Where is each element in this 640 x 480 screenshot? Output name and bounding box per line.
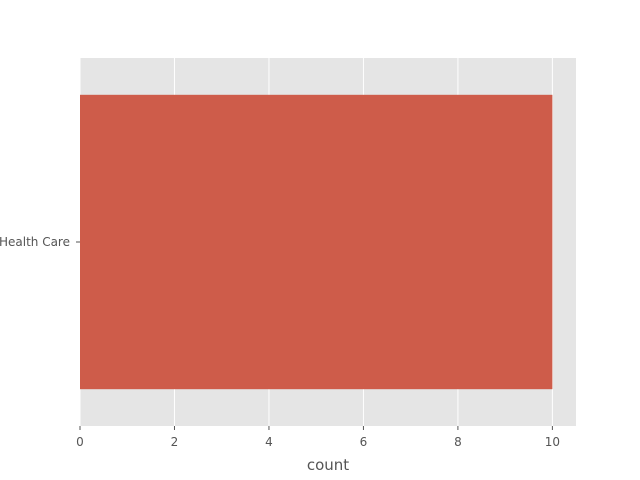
bar bbox=[80, 94, 553, 390]
x-tick-label: 2 bbox=[171, 435, 179, 449]
x-tick-label: 0 bbox=[76, 435, 84, 449]
x-axis: 0 2 4 6 8 10 bbox=[76, 426, 560, 449]
bars bbox=[80, 94, 553, 390]
x-tick-label: 4 bbox=[265, 435, 273, 449]
x-tick-label: 6 bbox=[360, 435, 368, 449]
y-axis: Health Care bbox=[0, 235, 80, 249]
y-tick-label: Health Care bbox=[0, 235, 70, 249]
x-tick-label: 10 bbox=[545, 435, 560, 449]
x-axis-label: count bbox=[307, 456, 349, 474]
x-tick-label: 8 bbox=[454, 435, 462, 449]
